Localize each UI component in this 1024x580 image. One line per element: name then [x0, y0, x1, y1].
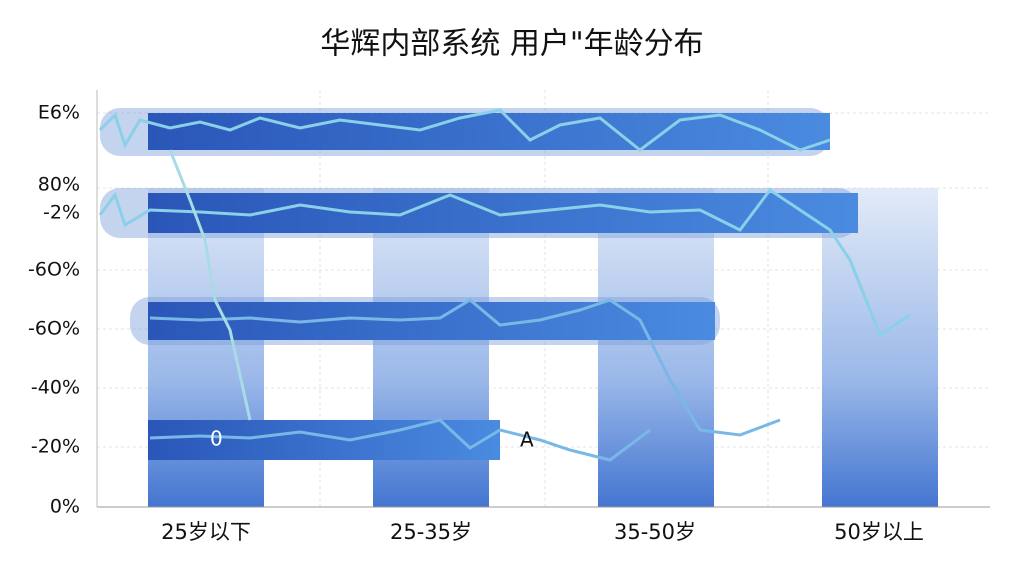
y-axis-label: -6О%	[28, 318, 80, 340]
x-tick-label: 35-50岁	[614, 520, 696, 544]
y-axis-label: -20%	[31, 436, 80, 458]
y-axis-label: 0%	[50, 496, 80, 518]
y-axis-label: 80%	[38, 174, 80, 196]
y-axis-label: Ε6%	[38, 102, 80, 124]
horizontal-bars	[100, 108, 858, 460]
wave-lines	[98, 108, 911, 462]
chart-title: 华辉内部系统 用户"年龄分布	[320, 27, 703, 62]
x-tick-label: 25-35岁	[390, 520, 472, 544]
x-tick-label: 50岁以上	[834, 520, 924, 544]
y-axis-label: -2%	[43, 202, 80, 224]
annotation: A	[520, 428, 534, 452]
x-tick-label: 25岁以下	[161, 520, 251, 544]
y-axis-label: -6О%	[28, 259, 80, 281]
y-axis-label: -40%	[31, 377, 80, 399]
annotation: 0	[210, 427, 223, 451]
